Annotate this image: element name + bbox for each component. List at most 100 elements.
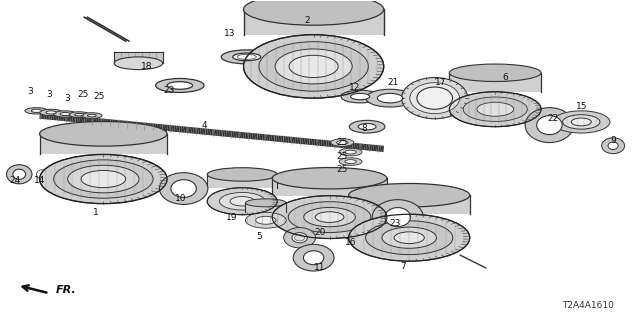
Ellipse shape	[244, 35, 384, 98]
Ellipse shape	[378, 93, 403, 103]
Ellipse shape	[40, 155, 167, 204]
Ellipse shape	[88, 114, 97, 117]
Ellipse shape	[365, 221, 452, 255]
Ellipse shape	[339, 148, 362, 156]
Ellipse shape	[394, 232, 424, 244]
Ellipse shape	[401, 77, 468, 119]
Ellipse shape	[207, 188, 277, 215]
Ellipse shape	[167, 82, 193, 89]
Ellipse shape	[255, 216, 276, 224]
Text: 25: 25	[337, 138, 348, 147]
Ellipse shape	[345, 160, 356, 164]
Ellipse shape	[304, 207, 355, 227]
Ellipse shape	[351, 93, 370, 100]
Polygon shape	[449, 73, 541, 92]
Text: 4: 4	[201, 121, 207, 130]
Ellipse shape	[366, 89, 414, 107]
Ellipse shape	[382, 227, 436, 248]
Ellipse shape	[563, 115, 600, 129]
Ellipse shape	[316, 212, 344, 222]
Text: 8: 8	[362, 124, 367, 133]
Ellipse shape	[25, 108, 48, 114]
Text: 3: 3	[46, 91, 52, 100]
Ellipse shape	[13, 169, 26, 179]
Ellipse shape	[272, 168, 387, 189]
Ellipse shape	[602, 138, 625, 154]
Ellipse shape	[303, 251, 324, 265]
Ellipse shape	[54, 111, 77, 117]
Ellipse shape	[572, 118, 591, 126]
Ellipse shape	[114, 57, 163, 69]
Ellipse shape	[233, 53, 260, 61]
Ellipse shape	[345, 150, 356, 154]
Text: 15: 15	[575, 101, 587, 111]
Text: 21: 21	[388, 78, 399, 87]
Text: 25: 25	[93, 92, 104, 101]
Ellipse shape	[552, 111, 610, 133]
Text: 6: 6	[502, 73, 508, 82]
Ellipse shape	[75, 113, 84, 116]
Ellipse shape	[230, 196, 255, 206]
Ellipse shape	[410, 83, 460, 114]
Text: 23: 23	[163, 86, 175, 95]
Ellipse shape	[608, 142, 618, 149]
Ellipse shape	[337, 141, 348, 144]
Ellipse shape	[244, 0, 384, 25]
Ellipse shape	[288, 202, 371, 233]
Text: 19: 19	[227, 212, 238, 222]
Ellipse shape	[372, 200, 423, 235]
Ellipse shape	[60, 112, 70, 116]
Ellipse shape	[341, 90, 380, 103]
Text: 9: 9	[611, 136, 616, 146]
Ellipse shape	[339, 158, 362, 165]
Ellipse shape	[207, 168, 277, 181]
Ellipse shape	[31, 109, 42, 112]
Ellipse shape	[81, 171, 125, 188]
Text: 25: 25	[337, 152, 348, 161]
Ellipse shape	[349, 214, 470, 261]
Text: 17: 17	[435, 78, 447, 87]
Text: 12: 12	[349, 83, 361, 92]
Text: T2A4A1610: T2A4A1610	[562, 301, 614, 310]
Text: 5: 5	[257, 232, 262, 241]
Text: 2: 2	[305, 16, 310, 25]
Ellipse shape	[294, 235, 305, 241]
Ellipse shape	[246, 199, 286, 207]
Text: 1: 1	[93, 208, 99, 217]
Text: 14: 14	[34, 176, 45, 185]
Ellipse shape	[46, 111, 56, 114]
Ellipse shape	[159, 173, 208, 204]
Ellipse shape	[6, 165, 32, 184]
Ellipse shape	[275, 49, 352, 84]
Text: 13: 13	[224, 28, 236, 38]
Ellipse shape	[537, 116, 562, 135]
Ellipse shape	[68, 165, 139, 193]
Text: 20: 20	[314, 228, 326, 237]
Ellipse shape	[463, 97, 527, 122]
Ellipse shape	[449, 92, 541, 127]
Ellipse shape	[417, 87, 452, 109]
Ellipse shape	[349, 120, 385, 133]
Text: FR.: FR.	[56, 285, 76, 295]
Polygon shape	[246, 203, 286, 212]
Ellipse shape	[246, 212, 286, 228]
Polygon shape	[114, 52, 163, 63]
Ellipse shape	[284, 228, 316, 248]
Ellipse shape	[69, 112, 90, 117]
Text: 3: 3	[64, 94, 70, 103]
Text: 23: 23	[389, 219, 400, 228]
Ellipse shape	[477, 102, 513, 116]
Polygon shape	[244, 9, 384, 35]
Ellipse shape	[358, 124, 376, 130]
Ellipse shape	[82, 113, 102, 118]
Ellipse shape	[54, 160, 153, 198]
Text: 24: 24	[10, 176, 21, 185]
Ellipse shape	[272, 196, 387, 238]
Text: 25: 25	[337, 165, 348, 174]
Ellipse shape	[40, 109, 63, 116]
Text: 18: 18	[141, 62, 152, 71]
Polygon shape	[272, 178, 387, 196]
Ellipse shape	[385, 208, 410, 227]
Text: 11: 11	[314, 263, 326, 272]
Ellipse shape	[221, 50, 272, 64]
